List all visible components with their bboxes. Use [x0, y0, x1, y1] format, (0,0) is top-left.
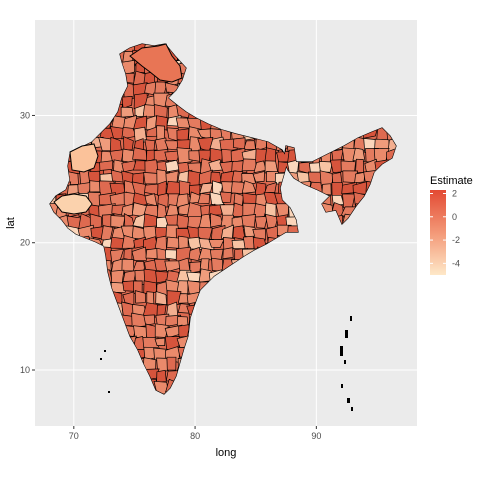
district	[340, 160, 356, 173]
island	[347, 398, 350, 403]
district	[354, 171, 366, 184]
district	[166, 236, 180, 249]
island	[351, 407, 353, 411]
y-tick-label: 10	[20, 365, 30, 375]
island	[340, 346, 343, 356]
gujarat-kutch	[53, 193, 93, 215]
kashmir-region	[129, 43, 183, 83]
y-tick-label: 20	[20, 238, 30, 248]
district	[120, 106, 134, 118]
district	[157, 180, 167, 196]
andaman-nicobar-islands	[100, 316, 353, 411]
district	[242, 235, 255, 249]
district	[321, 183, 332, 196]
district	[143, 314, 155, 326]
district	[132, 147, 148, 161]
district	[123, 247, 133, 261]
legend-tick-label: -4	[452, 258, 460, 268]
district	[155, 290, 168, 306]
district	[166, 290, 182, 306]
district	[318, 161, 333, 173]
district	[199, 182, 214, 195]
district	[99, 160, 114, 171]
district	[252, 228, 266, 241]
district	[156, 369, 167, 383]
district	[264, 147, 277, 163]
district	[211, 257, 223, 272]
x-tick-label: 70	[69, 431, 79, 441]
district	[232, 137, 246, 150]
district	[264, 182, 278, 193]
legend: Estimate 2 0 -2 -4	[430, 175, 473, 275]
district	[189, 261, 202, 274]
district	[121, 258, 135, 272]
district	[154, 137, 169, 152]
district	[254, 216, 268, 229]
district	[121, 203, 134, 216]
island	[341, 384, 343, 388]
rajasthan-west	[69, 143, 99, 173]
district	[121, 96, 133, 109]
district	[178, 180, 191, 197]
district	[197, 192, 210, 204]
district	[154, 337, 166, 346]
district	[186, 271, 202, 282]
district	[276, 151, 290, 163]
legend-title: Estimate	[430, 175, 473, 187]
district	[131, 246, 147, 261]
district	[219, 138, 238, 153]
x-axis-title: long	[216, 447, 237, 459]
x-tick-label: 90	[311, 431, 321, 441]
island	[104, 350, 106, 352]
district	[219, 191, 232, 203]
district	[241, 214, 256, 228]
district	[230, 170, 244, 186]
district	[208, 239, 225, 248]
district	[209, 147, 225, 163]
district	[222, 247, 234, 260]
district	[166, 356, 177, 371]
district	[164, 150, 181, 161]
island	[108, 391, 110, 393]
district	[156, 357, 169, 374]
district	[110, 236, 125, 249]
district	[134, 290, 146, 304]
legend-tick-label: 0	[452, 212, 457, 222]
x-tick-label: 80	[190, 431, 200, 441]
district	[352, 147, 366, 163]
legend-tick-label: -2	[452, 235, 460, 245]
y-tick-label: 30	[20, 110, 30, 120]
district	[252, 170, 265, 183]
island	[350, 316, 352, 321]
island	[344, 360, 346, 364]
island	[100, 358, 102, 360]
district	[132, 160, 147, 171]
island	[345, 330, 348, 338]
district	[144, 139, 156, 152]
legend-tick-label: 2	[452, 188, 457, 198]
district	[109, 149, 124, 162]
district	[121, 235, 136, 249]
district	[145, 247, 158, 259]
y-axis-title: lat	[5, 217, 17, 229]
district	[123, 136, 134, 151]
district	[176, 147, 193, 164]
district	[241, 158, 257, 172]
legend-colorbar	[430, 190, 446, 275]
axes: 70 80 90 10 20 30 long lat	[5, 110, 321, 459]
district	[355, 158, 364, 173]
